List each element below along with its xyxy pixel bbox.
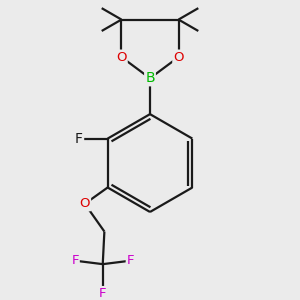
Text: F: F <box>75 132 83 145</box>
Text: B: B <box>145 71 155 85</box>
Text: O: O <box>116 51 127 64</box>
Text: F: F <box>71 254 79 267</box>
Text: O: O <box>173 51 184 64</box>
Text: O: O <box>80 197 90 210</box>
Text: F: F <box>99 287 106 300</box>
Text: F: F <box>127 254 134 267</box>
